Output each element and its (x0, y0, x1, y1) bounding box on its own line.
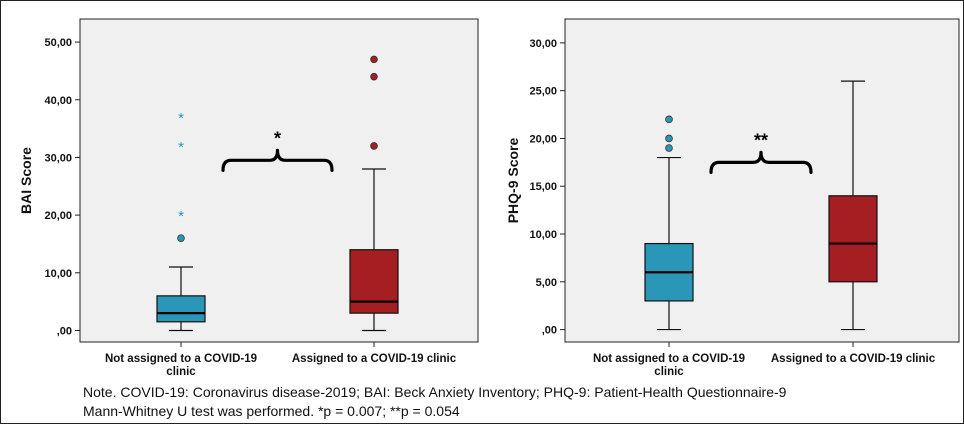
x-category-label: Assigned to a COVID-19 clinic (771, 353, 936, 365)
iqr-box (156, 295, 206, 323)
y-tick-label: ,00 (57, 325, 72, 337)
outlier-point (665, 115, 673, 124)
x-category-label: clinic (654, 366, 684, 378)
y-tick-label: ,00 (542, 325, 557, 337)
y-tick-label: 40,00 (44, 95, 72, 107)
y-tick-label: 15,00 (529, 181, 557, 193)
plot-area (79, 18, 479, 343)
plot-area (564, 18, 960, 343)
y-tick-label: 10,00 (44, 268, 72, 280)
extreme-point: * (178, 208, 184, 225)
y-tick-label: 5,00 (536, 277, 557, 289)
outlier-point (665, 134, 673, 143)
figure-note-statistics: Mann-Whitney U test was performed. *p = … (83, 403, 460, 419)
y-tick-label: 30,00 (44, 152, 72, 164)
significance-marker: * (274, 128, 281, 148)
y-tick-label: 50,00 (44, 37, 72, 49)
outlier-point (370, 55, 378, 64)
y-tick-label: 30,00 (529, 38, 557, 50)
x-category-label: Not assigned to a COVID-19 (593, 353, 745, 365)
significance-bracket (709, 150, 813, 174)
outlier-point (665, 144, 673, 152)
y-tick-label: 25,00 (529, 86, 557, 98)
iqr-box (349, 249, 399, 314)
outlier-point (177, 234, 185, 242)
significance-bracket (221, 148, 334, 172)
y-tick-label: 10,00 (529, 229, 557, 241)
y-axis-label: BAI Score (18, 147, 34, 214)
y-tick-label: 20,00 (44, 210, 72, 222)
chart-panel-1: ,00 10,00 20,00 30,00 40,00 50,00 BAI Score Not… (18, 18, 479, 378)
figure-note-abbreviations: Note. COVID-19: Coronavirus disease-2019… (83, 384, 787, 400)
boxplot-figure: ,00 10,00 20,00 30,00 40,00 50,00 BAI Score Not… (18, 18, 960, 378)
iqr-box (828, 195, 878, 283)
significance-marker: ** (754, 130, 768, 150)
x-category-label: Assigned to a COVID-19 clinic (292, 353, 457, 365)
extreme-point: * (178, 110, 184, 127)
outlier-point (370, 72, 378, 81)
chart-panel-2: ,00 5,00 10,00 15,00 20,00 25,00 30,00 PHQ-9 Sc… (505, 18, 960, 378)
extreme-point: * (178, 139, 184, 156)
y-tick-label: 20,00 (529, 133, 557, 145)
x-category-label: Not assigned to a COVID-19 (105, 353, 257, 365)
outlier-point (370, 142, 378, 150)
x-category-label: clinic (166, 366, 196, 378)
y-axis-label: PHQ-9 Score (505, 137, 521, 223)
